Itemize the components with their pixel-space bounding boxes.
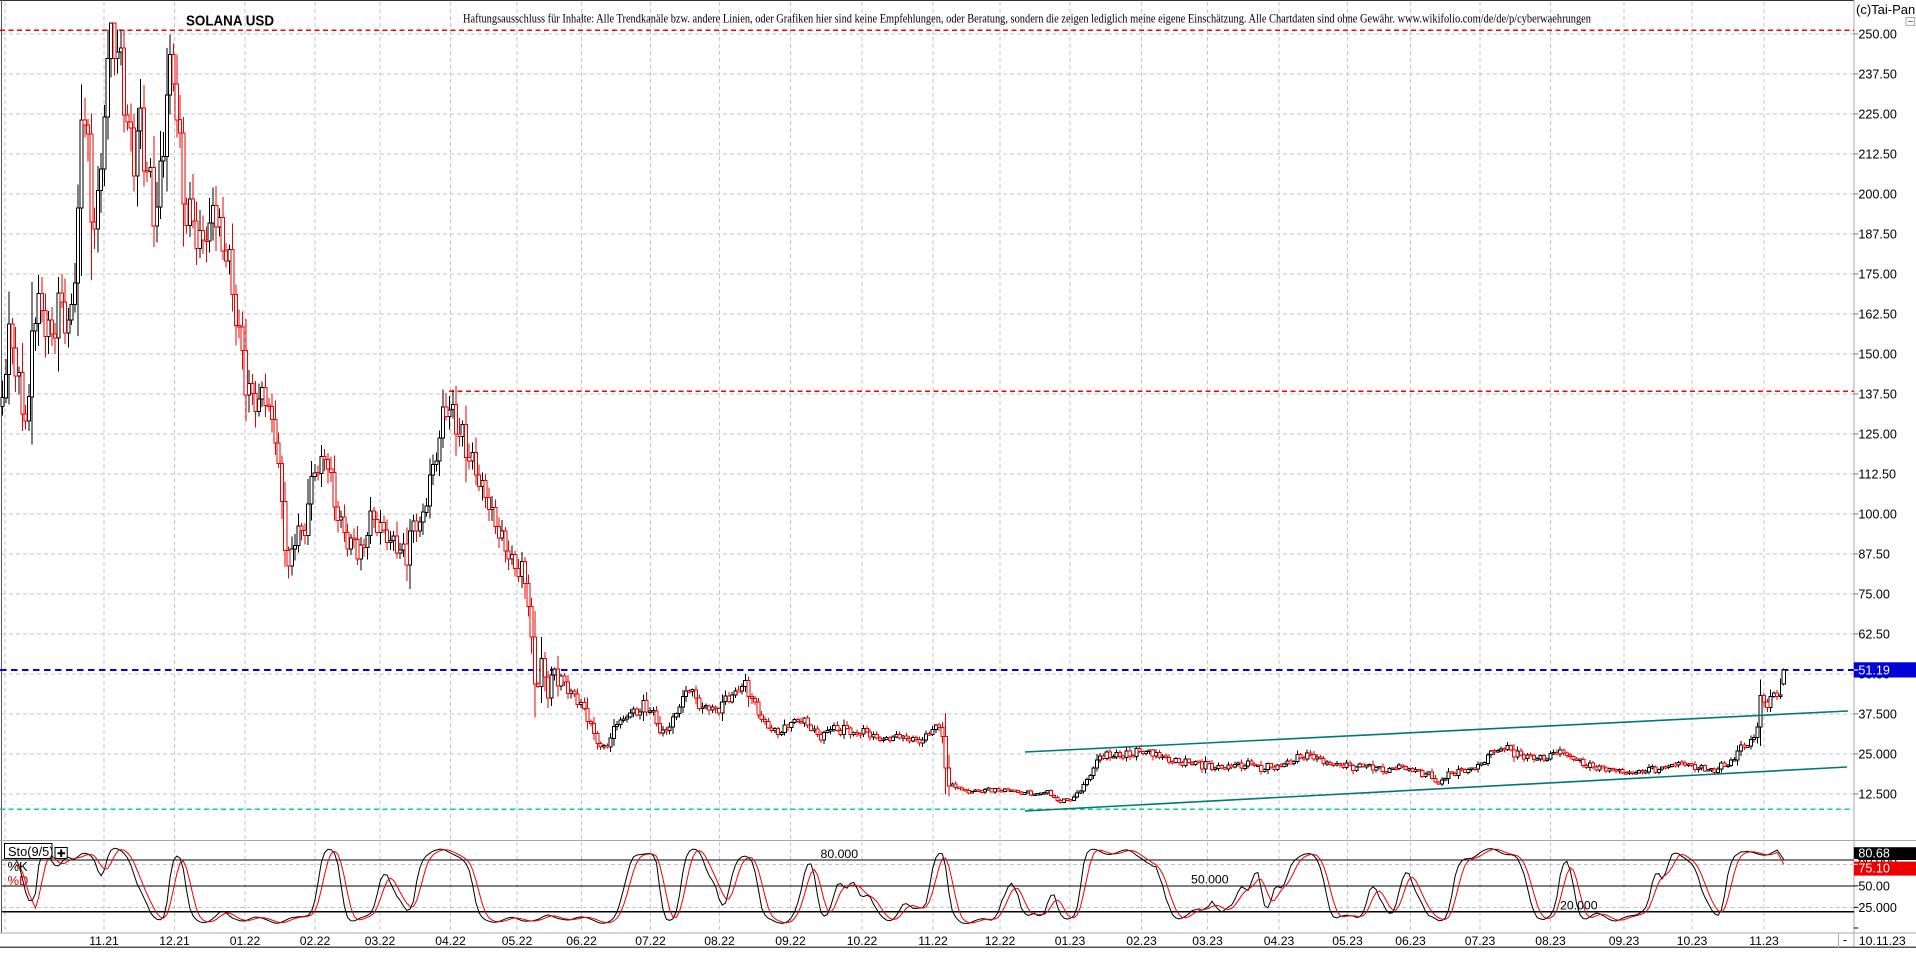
svg-text:(c)Tai-Pan: (c)Tai-Pan bbox=[1856, 2, 1915, 17]
svg-text:100.00: 100.00 bbox=[1858, 507, 1897, 521]
svg-text:01.22: 01.22 bbox=[230, 934, 261, 948]
svg-text:162.50: 162.50 bbox=[1858, 307, 1897, 321]
svg-text:11.21: 11.21 bbox=[89, 934, 119, 948]
svg-text:07.22: 07.22 bbox=[635, 934, 666, 948]
svg-text:11.23: 11.23 bbox=[1749, 934, 1779, 948]
svg-text:237.50: 237.50 bbox=[1858, 67, 1897, 81]
svg-text:212.50: 212.50 bbox=[1858, 147, 1897, 161]
svg-text:04.23: 04.23 bbox=[1264, 934, 1295, 948]
svg-text:12.21: 12.21 bbox=[159, 934, 190, 948]
svg-text:25.000: 25.000 bbox=[1858, 901, 1897, 915]
svg-text:75.10: 75.10 bbox=[1858, 862, 1890, 876]
svg-text:06.22: 06.22 bbox=[566, 934, 597, 948]
svg-text:112.50: 112.50 bbox=[1858, 467, 1896, 481]
svg-text:75.00: 75.00 bbox=[1858, 587, 1890, 601]
svg-text:150.00: 150.00 bbox=[1858, 347, 1897, 361]
svg-text:03.23: 03.23 bbox=[1192, 934, 1223, 948]
svg-text:37.500: 37.500 bbox=[1858, 707, 1897, 721]
svg-text:03.22: 03.22 bbox=[365, 934, 396, 948]
svg-text:08.23: 08.23 bbox=[1535, 934, 1566, 948]
svg-text:Sto(9/5): Sto(9/5) bbox=[8, 844, 54, 859]
svg-text:80.000: 80.000 bbox=[821, 847, 859, 861]
svg-text:SOLANA USD: SOLANA USD bbox=[186, 14, 274, 30]
svg-text:51.19: 51.19 bbox=[1858, 664, 1890, 678]
svg-text:06.23: 06.23 bbox=[1395, 934, 1426, 948]
svg-text:250.00: 250.00 bbox=[1858, 27, 1897, 41]
svg-text:-: - bbox=[1843, 932, 1847, 947]
svg-text:08.22: 08.22 bbox=[704, 934, 735, 948]
svg-text:25.000: 25.000 bbox=[1858, 747, 1897, 761]
svg-text:62.50: 62.50 bbox=[1858, 627, 1890, 641]
svg-text:12.500: 12.500 bbox=[1858, 787, 1897, 801]
svg-text:09.22: 09.22 bbox=[775, 934, 806, 948]
svg-text:02.22: 02.22 bbox=[300, 934, 331, 948]
svg-text:125.00: 125.00 bbox=[1858, 427, 1897, 441]
svg-text:09.23: 09.23 bbox=[1609, 934, 1640, 948]
svg-text:02.23: 02.23 bbox=[1126, 934, 1157, 948]
svg-text:11.22: 11.22 bbox=[918, 934, 948, 948]
svg-text:137.50: 137.50 bbox=[1858, 387, 1897, 401]
svg-text:%K: %K bbox=[8, 859, 29, 874]
svg-text:04.22: 04.22 bbox=[435, 934, 466, 948]
svg-text:10.22: 10.22 bbox=[847, 934, 878, 948]
svg-text:80.68: 80.68 bbox=[1858, 847, 1890, 861]
svg-text:20.000: 20.000 bbox=[1560, 899, 1598, 913]
svg-text:50.00: 50.00 bbox=[1858, 879, 1890, 893]
svg-text:05.23: 05.23 bbox=[1332, 934, 1363, 948]
svg-text:187.50: 187.50 bbox=[1858, 227, 1897, 241]
svg-text:12.22: 12.22 bbox=[985, 934, 1016, 948]
svg-text:10.11.23: 10.11.23 bbox=[1859, 934, 1906, 948]
svg-text:07.23: 07.23 bbox=[1465, 934, 1496, 948]
svg-text:10.23: 10.23 bbox=[1677, 934, 1708, 948]
svg-text:%D: %D bbox=[8, 873, 29, 888]
svg-text:01.23: 01.23 bbox=[1055, 934, 1086, 948]
svg-text:200.00: 200.00 bbox=[1858, 187, 1897, 201]
svg-text:Haftungsausschluss für Inhalte: Haftungsausschluss für Inhalte: Alle Tre… bbox=[463, 12, 1591, 26]
svg-text:225.00: 225.00 bbox=[1858, 107, 1897, 121]
svg-text:87.50: 87.50 bbox=[1858, 547, 1890, 561]
svg-text:175.00: 175.00 bbox=[1858, 267, 1897, 281]
svg-text:50.000: 50.000 bbox=[1191, 873, 1229, 887]
svg-text:05.22: 05.22 bbox=[502, 934, 533, 948]
